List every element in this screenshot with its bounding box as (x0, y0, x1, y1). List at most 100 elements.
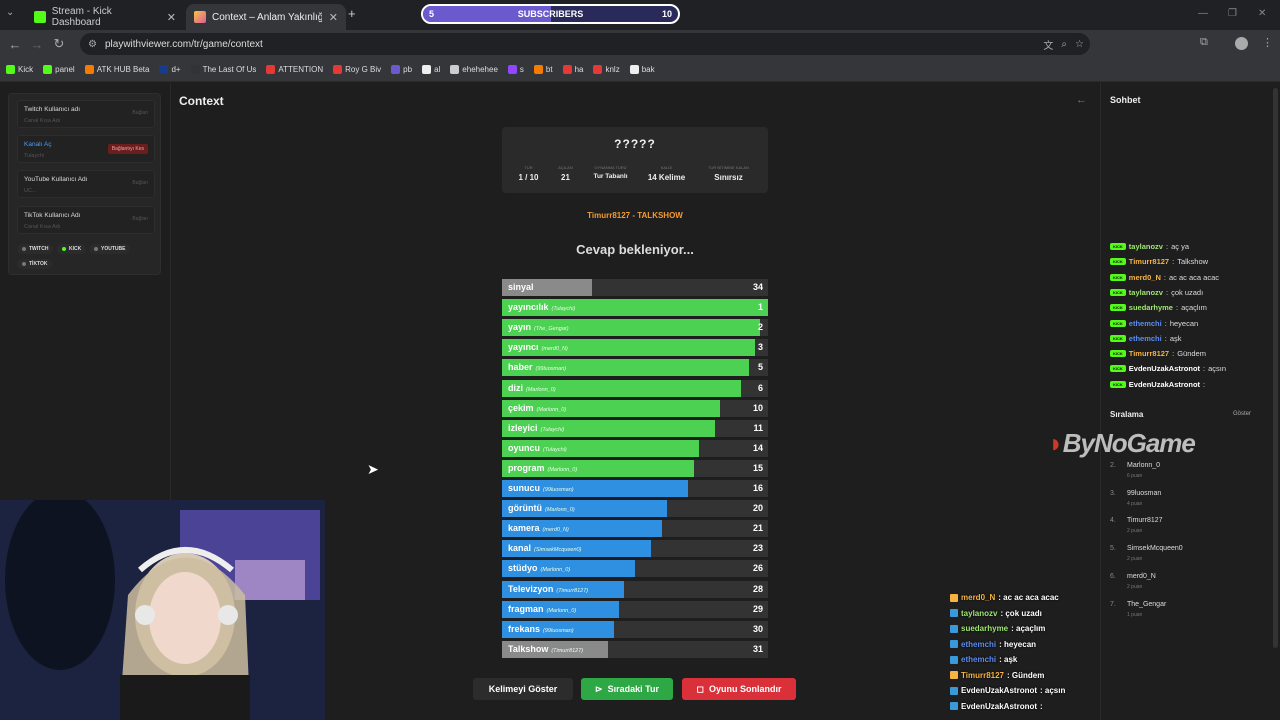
bookmark-icon (533, 65, 543, 74)
chat-username[interactable]: ethemchi (1128, 318, 1162, 328)
chat-username[interactable]: Timurr8127 (1128, 257, 1170, 267)
bookmark-item[interactable]: al (422, 65, 440, 74)
bookmark-item[interactable]: knlz (593, 65, 620, 74)
new-tab-button[interactable]: + (348, 6, 356, 21)
ranking-toggle-button[interactable]: Göster (1233, 411, 1252, 417)
platform-toggle-twitch[interactable]: TWITCH (17, 244, 54, 254)
bookmark-icon (391, 65, 401, 74)
bookmark-item[interactable]: bt (533, 65, 553, 74)
zoom-icon[interactable]: ⌕ (1061, 38, 1068, 50)
guess-word-text: yayıncı (508, 342, 539, 353)
chat-username[interactable]: ethemchi (1128, 333, 1162, 343)
bookmark-item[interactable]: s (507, 65, 524, 74)
platform-badge-icon (950, 655, 958, 664)
show-word-button[interactable]: Kelimeyi Göster (473, 678, 573, 700)
bookmark-label: d+ (171, 65, 181, 74)
bookmark-star-icon[interactable]: ☆ (1075, 38, 1084, 50)
chat-separator: : (1164, 318, 1167, 328)
guess-word-text: oyuncu (508, 442, 541, 453)
bookmark-label: Kick (18, 65, 34, 74)
disconnect-button[interactable]: Bağlantıyı Kes (107, 144, 148, 154)
guess-rank: 1 (757, 302, 763, 313)
bookmark-item[interactable]: panel (43, 65, 75, 74)
sidebar-scrollbar[interactable] (1273, 88, 1278, 648)
next-round-button[interactable]: ⊳ Sıradaki Tur (581, 678, 673, 700)
disney-icon (159, 65, 169, 74)
minimize-button[interactable]: — (1198, 8, 1208, 19)
account-input[interactable]: Canal Kısa Adı (24, 118, 61, 124)
account-input[interactable]: UC... (24, 188, 37, 194)
twitch-account-card: Twitch Kullanıcı adı Canal Kısa Adı Bağl… (17, 100, 155, 128)
bookmark-item[interactable]: ehehehee (450, 65, 498, 74)
account-input[interactable]: Tulaychi (24, 153, 45, 159)
skip-icon: ⊳ (595, 683, 603, 694)
tab-kick-dashboard[interactable]: Stream - Kick Dashboard ✕ (26, 4, 184, 30)
chat-separator: : (1172, 349, 1175, 359)
chat-username[interactable]: EvdenUzakAstronot (1128, 379, 1201, 389)
tab-context[interactable]: Context – Anlam Yakınlığından ✕ (186, 4, 346, 30)
ranking-position: 2. (1110, 462, 1116, 469)
guess-similarity-bar (502, 500, 667, 518)
guess-word-text: kanal (508, 543, 532, 554)
connect-button[interactable]: Bağlan (132, 110, 148, 116)
window-close-button[interactable]: ✕ (1258, 8, 1267, 19)
bookmark-item[interactable]: pb (391, 65, 412, 74)
connect-button[interactable]: Bağlan (132, 216, 148, 222)
guess-word-text: program (508, 462, 545, 473)
status-dot (94, 247, 98, 251)
guess-rank: 30 (752, 623, 763, 634)
reload-icon[interactable]: ↻ (53, 36, 65, 51)
bookmark-item[interactable]: Roy G Biv (333, 65, 381, 74)
bookmark-item[interactable]: ha (562, 65, 583, 74)
guess-word-text: Televizyon (508, 583, 554, 594)
connect-button[interactable]: Bağlan (132, 180, 148, 186)
close-icon[interactable]: ✕ (166, 11, 176, 24)
forward-icon[interactable]: → (30, 36, 44, 52)
tab-search-icon[interactable]: ⌄ (6, 7, 15, 18)
url-field[interactable]: ⚙ playwithviewer.com/tr/game/context 文 ⌕… (80, 33, 1090, 55)
guess-row: stüdyo (Marlonn_0) 26 (502, 560, 768, 578)
chat-username[interactable]: taylanozv (1128, 242, 1163, 251)
bookmark-item[interactable]: ATK HUB Beta (84, 65, 149, 74)
maximize-button[interactable]: ❐ (1228, 8, 1237, 19)
guess-row: program (Marlonn_0) 15 (502, 459, 768, 477)
youtube-icon (266, 65, 276, 74)
guess-row: sinyal 34 (502, 279, 768, 296)
guess-word: sunucu (99luosman) (508, 483, 574, 493)
guess-word: haber (99luosman) (508, 362, 566, 372)
back-arrow-icon[interactable]: ← (1076, 94, 1087, 106)
platform-toggle-kick[interactable]: KICK (57, 244, 87, 254)
guess-user: (The_Gengar) (534, 326, 569, 333)
extensions-icon[interactable]: ⧉ (1200, 36, 1208, 48)
end-game-button[interactable]: ◻ Oyunu Sonlandır (682, 678, 796, 700)
stat-label: TUR (524, 165, 533, 170)
platform-toggle-tiktok[interactable]: TİKTOK (17, 259, 53, 269)
guess-rank: 20 (752, 503, 763, 514)
chat-username[interactable]: taylanozv (1128, 287, 1163, 297)
chat-username[interactable]: Timurr8127 (1128, 349, 1170, 359)
bookmark-item[interactable]: bak (629, 65, 655, 74)
bookmark-item[interactable]: Kick (6, 65, 33, 74)
translate-icon[interactable]: 文 (1043, 40, 1054, 52)
ranking-points: 4 puan (1127, 500, 1143, 507)
overlay-chat-message: Timurr8127: Gündem (950, 671, 1044, 680)
chat-username[interactable]: merd0_N (1128, 272, 1161, 282)
back-icon[interactable]: ← (8, 36, 22, 52)
game-page: Twitch Kullanıcı adı Canal Kısa Adı Bağl… (0, 83, 1280, 720)
open-channel-link[interactable]: Kanalı Aç (24, 141, 52, 148)
menu-icon[interactable]: ⋮ (1262, 37, 1273, 49)
bookmark-item[interactable]: ATTENTION (266, 65, 323, 74)
bookmark-item[interactable]: d+ (159, 65, 181, 74)
page-title: Context (179, 94, 224, 108)
site-info-icon[interactable]: ⚙ (88, 38, 97, 50)
stat-value: 1 / 10 (518, 173, 539, 182)
platform-toggle-youtube[interactable]: YOUTUBE (89, 244, 131, 254)
close-icon[interactable]: ✕ (328, 11, 338, 24)
chat-text: açaçlım (1181, 303, 1207, 313)
account-input[interactable]: Canal Kısa Adı (24, 224, 61, 230)
guess-word-text: yayın (508, 322, 532, 333)
chat-username[interactable]: suedarhyme (1128, 303, 1173, 313)
chat-username[interactable]: EvdenUzakAstronot (1128, 364, 1201, 374)
profile-avatar[interactable] (1235, 37, 1248, 50)
bookmark-item[interactable]: The Last Of Us (190, 65, 256, 74)
